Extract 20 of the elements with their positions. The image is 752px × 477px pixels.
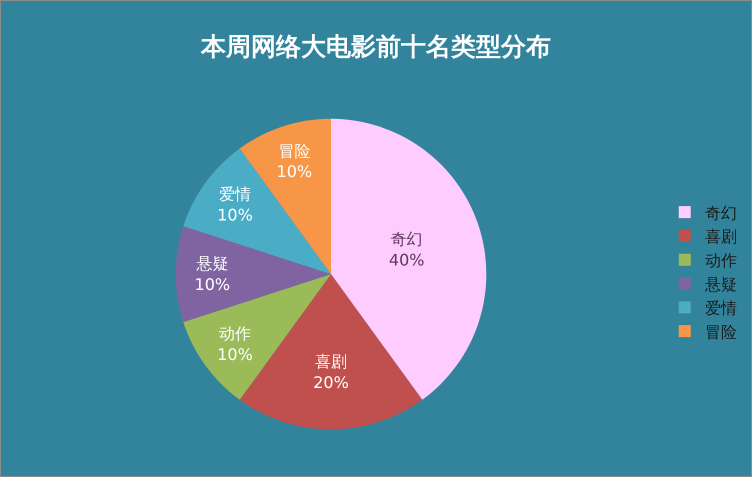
slice-label: 悬疑 — [195, 254, 228, 274]
data-label: 10% — [276, 162, 312, 182]
data-label: 40% — [388, 250, 424, 270]
legend-label: 爱情 — [704, 298, 737, 318]
legend-label: 悬疑 — [704, 274, 737, 294]
legend-label: 喜剧 — [704, 227, 737, 246]
slice-label: 奇幻 — [390, 230, 423, 249]
data-label: 20% — [313, 372, 349, 392]
slice-label: 爱情 — [219, 184, 252, 204]
pie-slice — [176, 226, 331, 322]
data-label: 10% — [217, 205, 253, 224]
legend-label: 奇幻 — [704, 203, 737, 222]
data-label: 10% — [194, 275, 230, 294]
slice-label: 冒险 — [278, 141, 310, 160]
data-label: 10% — [217, 344, 253, 364]
slice-label: 喜剧 — [315, 352, 347, 372]
slice-label: 动作 — [219, 324, 252, 343]
legend-label: 冒险 — [704, 322, 737, 342]
chart-title: 本周网络大电影前十名类型分布 — [200, 32, 551, 61]
legend-label: 动作 — [704, 250, 737, 270]
